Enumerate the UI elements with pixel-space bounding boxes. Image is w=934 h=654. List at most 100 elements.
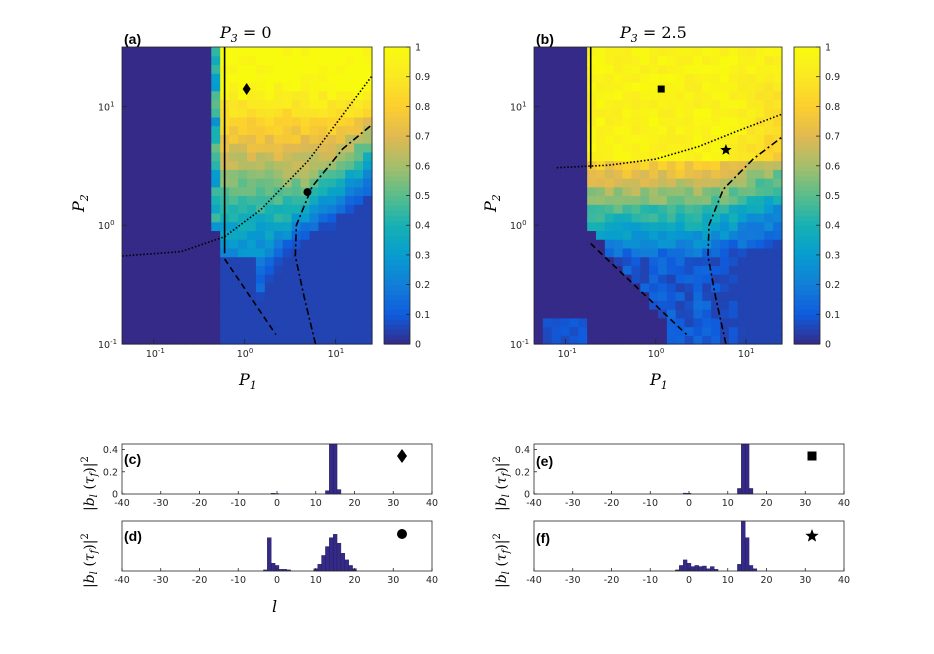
heatmap-cell	[578, 90, 588, 101]
heatmap-cell	[184, 47, 195, 57]
heatmap-cell	[130, 90, 141, 101]
heatmap-cell	[238, 116, 248, 127]
heatmap-cell	[282, 55, 293, 66]
heatmap-cell	[596, 309, 606, 319]
colorbar-tick-label: 0	[825, 340, 831, 351]
heatmap-cell	[345, 326, 355, 336]
heatmap-cell	[737, 335, 748, 345]
heatmap-cell	[569, 134, 579, 144]
colorbar-b: 00.10.20.30.40.50.60.70.80.91	[793, 43, 840, 351]
heatmap-cell	[542, 169, 553, 179]
heatmap-cell	[122, 125, 132, 135]
heatmap-cell	[309, 309, 320, 319]
heatmap-cell	[746, 55, 757, 66]
heatmap-cell	[578, 335, 588, 345]
heatmap-cell	[773, 73, 783, 83]
colorbar-segment	[794, 106, 820, 112]
heatmap-cell	[363, 230, 373, 240]
heatmap-cell	[122, 178, 132, 188]
heatmap-cell	[702, 309, 712, 319]
heatmap-cell	[534, 239, 544, 249]
heatmap-cell	[560, 178, 571, 188]
heatmap-cell	[622, 256, 633, 266]
heatmap-cell	[273, 116, 284, 127]
heatmap-cell	[737, 125, 748, 135]
heatmap-cell	[318, 317, 328, 328]
heatmap-cell	[702, 81, 712, 92]
heatmap-cell	[273, 326, 284, 336]
bar	[737, 488, 742, 495]
heatmap-cell	[534, 326, 544, 336]
heatmap-cell	[327, 143, 337, 153]
heatmap-cell	[764, 169, 774, 179]
heatmap-cell	[247, 134, 257, 144]
heatmap-cell	[282, 256, 293, 266]
heatmap-cell	[613, 81, 624, 92]
heatmap-cell	[764, 335, 774, 345]
heatmap-cell	[702, 125, 712, 135]
heatmap-cell	[666, 47, 677, 57]
heatmap-cell	[291, 151, 302, 162]
heatmap-cell	[229, 282, 239, 293]
heatmap-cell	[728, 99, 739, 109]
heatmap-cell	[613, 230, 624, 240]
heatmap-cell	[264, 134, 275, 144]
heatmap-cell	[354, 256, 364, 266]
heatmap-cell	[247, 90, 257, 101]
heatmap-cell	[327, 90, 337, 101]
heatmap-cell	[229, 317, 239, 328]
heatmap-cell	[202, 309, 212, 319]
heatmap-cell	[122, 55, 132, 66]
heatmap-cell	[737, 186, 748, 197]
heatmap-cell	[720, 125, 730, 135]
heatmap-cell	[631, 186, 641, 197]
heatmap-cell	[363, 143, 373, 153]
heatmap-cell	[693, 335, 703, 345]
heatmap-cell	[238, 151, 248, 162]
heatmap-cell	[675, 125, 686, 135]
heatmap-cell	[327, 178, 337, 188]
heatmap-cell	[551, 151, 562, 162]
heatmap-cell	[720, 309, 730, 319]
heatmap-cell	[354, 291, 364, 301]
heatmap-cell	[560, 160, 571, 170]
heatmap-cell	[139, 195, 150, 205]
heatmap-cell	[273, 64, 284, 74]
heatmap-cell	[578, 81, 588, 92]
heatmap-cell	[711, 160, 721, 170]
heatmap-cell	[327, 291, 337, 301]
heatmap-cell	[166, 195, 177, 205]
heatmap-cell	[693, 108, 703, 118]
colorbar-segment	[794, 334, 820, 340]
heatmap-cell	[613, 239, 624, 249]
x-tick-label: 20	[760, 575, 772, 586]
heatmap-cell	[631, 239, 641, 249]
heatmap-cell	[542, 55, 553, 66]
heatmap-cell	[255, 256, 266, 266]
heatmap-cell	[273, 239, 284, 249]
heatmap-cell	[211, 134, 221, 144]
heatmap-cell	[291, 64, 302, 74]
heatmap-cell	[300, 221, 311, 232]
heatmap-cell	[229, 55, 239, 66]
heatmap-cell	[264, 204, 275, 214]
heatmap-cell	[193, 195, 203, 205]
x-tick-label: -20	[192, 575, 208, 586]
heatmap-cell	[255, 291, 266, 301]
x-tick-label: -10	[642, 498, 658, 509]
heatmap-cell	[273, 73, 284, 83]
heatmap-cell	[148, 178, 159, 188]
x-tick-label: -20	[604, 498, 620, 509]
heatmap-cell	[640, 309, 650, 319]
heatmap-cell	[148, 125, 159, 135]
heatmap-cell	[363, 125, 373, 135]
heatmap-cell	[764, 64, 774, 74]
colorbar-segment	[794, 121, 820, 127]
heatmap-cell	[604, 125, 615, 135]
heatmap-cell	[345, 212, 355, 223]
colorbar-segment	[794, 210, 820, 216]
heatmap-cell	[534, 335, 544, 345]
heatmap-cell	[229, 151, 239, 162]
heatmap-cell	[702, 90, 712, 101]
heatmap-cell	[273, 125, 284, 135]
